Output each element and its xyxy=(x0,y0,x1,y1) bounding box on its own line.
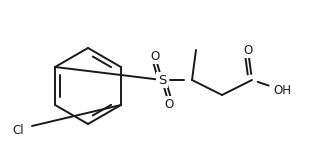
Text: Cl: Cl xyxy=(12,124,24,137)
Text: O: O xyxy=(243,43,253,57)
Text: S: S xyxy=(158,73,166,86)
Text: O: O xyxy=(164,97,174,110)
Text: OH: OH xyxy=(273,83,291,97)
Text: O: O xyxy=(150,49,160,63)
